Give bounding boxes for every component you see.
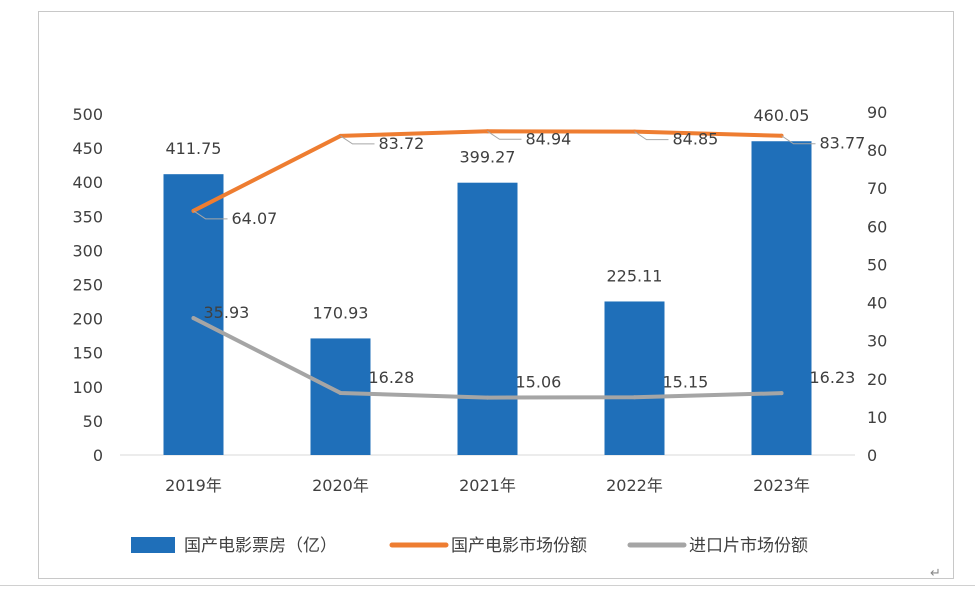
import-share-data-label: 16.23: [810, 368, 856, 387]
import-share-point: [485, 395, 490, 400]
right-axis-tick-label: 40: [867, 294, 887, 313]
revenue-data-label: 411.75: [166, 139, 222, 158]
x-axis-category-label: 2020年: [312, 476, 369, 495]
left-axis-tick-label: 500: [72, 105, 103, 124]
legend-label-domestic-share: 国产电影市场份额: [451, 536, 587, 556]
revenue-data-label: 399.27: [460, 148, 516, 167]
import-share-data-label: 15.15: [663, 372, 709, 391]
right-axis-tick-label: 90: [867, 103, 887, 122]
revenue-bar: [457, 182, 518, 455]
revenue-data-label: 460.05: [754, 106, 810, 125]
left-axis-tick-label: 450: [72, 139, 103, 158]
revenue-bar: [163, 174, 224, 455]
domestic-share-data-label: 83.72: [379, 134, 425, 153]
import-share-point: [779, 391, 784, 396]
revenue-data-label: 170.93: [313, 303, 369, 322]
domestic-share-leader-line: [487, 130, 522, 140]
right-axis-tick-label: 0: [867, 446, 877, 465]
import-share-point: [632, 395, 637, 400]
left-axis-tick-label: 150: [72, 344, 103, 363]
import-share-data-label: 16.28: [369, 368, 415, 387]
right-axis-tick-label: 10: [867, 408, 887, 427]
left-axis-tick-label: 100: [72, 378, 103, 397]
revenue-bar: [751, 141, 812, 455]
revenue-bar: [310, 338, 371, 455]
import-share-data-label: 15.06: [516, 373, 562, 392]
right-axis-tick-label: 50: [867, 255, 887, 274]
domestic-share-leader-line: [193, 210, 228, 220]
revenue-bar: [604, 301, 665, 455]
right-axis-tick-label: 70: [867, 179, 887, 198]
x-axis-category-label: 2022年: [606, 476, 663, 495]
import-share-data-label: 35.93: [204, 303, 250, 322]
domestic-share-data-label: 64.07: [232, 209, 278, 228]
legend-swatch-revenue: [131, 537, 175, 553]
left-axis-tick-label: 300: [72, 241, 103, 260]
domestic-share-data-label: 84.85: [673, 130, 719, 149]
left-axis-tick-label: 0: [93, 446, 103, 465]
right-axis-tick-label: 80: [867, 141, 887, 160]
revenue-data-label: 225.11: [607, 266, 663, 285]
domestic-share-leader-line: [340, 135, 375, 145]
domestic-share-leader-line: [781, 135, 816, 145]
right-axis-tick-label: 30: [867, 332, 887, 351]
legend-label-revenue: 国产电影票房（亿）: [184, 536, 337, 556]
page-divider: [0, 585, 975, 586]
left-axis-tick-label: 250: [72, 276, 103, 295]
domestic-share-data-label: 84.94: [526, 129, 572, 148]
domestic-share-data-label: 83.77: [820, 134, 866, 153]
paragraph-mark-icon: ↵: [930, 566, 941, 581]
left-axis-tick-label: 350: [72, 207, 103, 226]
left-axis-tick-label: 200: [72, 310, 103, 329]
x-axis-category-label: 2021年: [459, 476, 516, 495]
x-axis-category-label: 2023年: [753, 476, 810, 495]
x-axis-category-label: 2019年: [165, 476, 222, 495]
domestic-share-leader-line: [634, 131, 669, 141]
import-share-point: [191, 316, 196, 321]
legend-label-import-share: 进口片市场份额: [689, 536, 808, 556]
import-share-point: [338, 390, 343, 395]
left-axis-tick-label: 400: [72, 173, 103, 192]
right-axis-tick-label: 60: [867, 217, 887, 236]
right-axis-tick-label: 20: [867, 370, 887, 389]
left-axis-tick-label: 50: [83, 412, 103, 431]
